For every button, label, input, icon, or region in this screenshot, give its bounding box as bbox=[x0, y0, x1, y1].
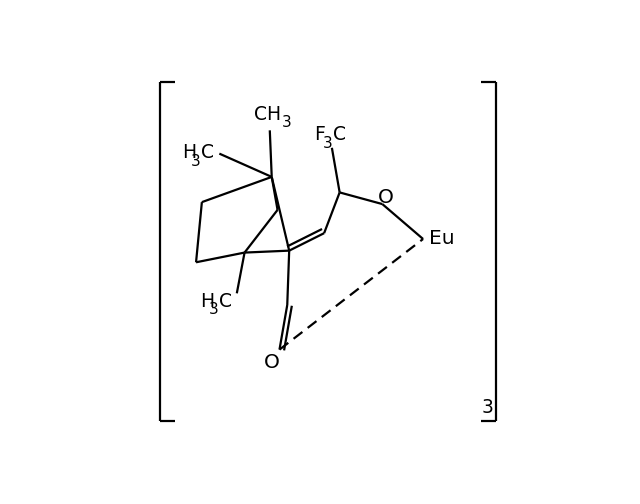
Text: O: O bbox=[378, 187, 394, 207]
Text: 3: 3 bbox=[323, 136, 333, 151]
Text: C: C bbox=[201, 143, 214, 162]
Text: Eu: Eu bbox=[429, 229, 454, 248]
Text: F: F bbox=[314, 125, 325, 145]
Text: 3: 3 bbox=[481, 398, 493, 417]
Text: 3: 3 bbox=[209, 302, 218, 317]
Text: 3: 3 bbox=[191, 154, 201, 169]
Text: C: C bbox=[219, 292, 232, 310]
Text: 3: 3 bbox=[282, 115, 292, 130]
Text: H: H bbox=[182, 143, 196, 162]
Text: CH: CH bbox=[254, 104, 282, 123]
Text: C: C bbox=[333, 125, 346, 145]
Text: H: H bbox=[200, 292, 214, 310]
Text: O: O bbox=[264, 353, 280, 372]
